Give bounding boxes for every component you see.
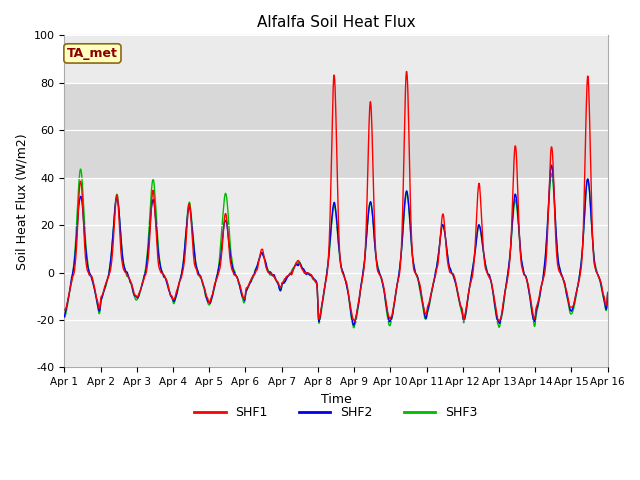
SHF1 bbox=[540, 274, 548, 280]
SHF1 bbox=[492, 306, 500, 312]
SHF3 bbox=[168, 296, 176, 301]
SHF1 bbox=[60, 307, 68, 312]
Text: TA_met: TA_met bbox=[67, 47, 118, 60]
SHF3 bbox=[349, 325, 357, 331]
SHF3 bbox=[540, 271, 548, 276]
SHF1 bbox=[604, 290, 612, 296]
SHF3 bbox=[60, 315, 68, 321]
SHF3 bbox=[243, 288, 250, 294]
SHF2 bbox=[242, 289, 250, 295]
SHF3 bbox=[77, 166, 84, 172]
SHF2 bbox=[492, 307, 499, 312]
Y-axis label: Soil Heat Flux (W/m2): Soil Heat Flux (W/m2) bbox=[15, 133, 28, 270]
X-axis label: Time: Time bbox=[321, 393, 351, 406]
SHF2 bbox=[420, 312, 428, 317]
Title: Alfalfa Soil Heat Flux: Alfalfa Soil Heat Flux bbox=[257, 15, 415, 30]
SHF3 bbox=[604, 290, 612, 296]
SHF1 bbox=[351, 318, 358, 324]
SHF2 bbox=[548, 162, 556, 168]
SHF2 bbox=[60, 314, 68, 320]
SHF1 bbox=[242, 287, 250, 292]
SHF3 bbox=[492, 311, 500, 317]
SHF3 bbox=[182, 235, 189, 240]
SHF2 bbox=[604, 289, 612, 295]
SHF1 bbox=[181, 251, 189, 256]
SHF2 bbox=[349, 322, 357, 328]
Bar bbox=[64, 83, 608, 178]
SHF2 bbox=[540, 271, 547, 276]
SHF3 bbox=[421, 315, 429, 321]
SHF1 bbox=[421, 310, 429, 316]
Legend: SHF1, SHF2, SHF3: SHF1, SHF2, SHF3 bbox=[189, 401, 483, 424]
Line: SHF2: SHF2 bbox=[64, 165, 608, 325]
SHF1 bbox=[168, 293, 176, 299]
SHF1 bbox=[403, 69, 410, 74]
Line: SHF1: SHF1 bbox=[64, 72, 608, 321]
SHF2 bbox=[168, 294, 176, 300]
SHF2 bbox=[181, 240, 189, 246]
Line: SHF3: SHF3 bbox=[64, 169, 608, 328]
